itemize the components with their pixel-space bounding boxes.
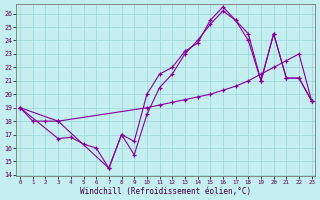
X-axis label: Windchill (Refroidissement éolien,°C): Windchill (Refroidissement éolien,°C) <box>80 187 252 196</box>
